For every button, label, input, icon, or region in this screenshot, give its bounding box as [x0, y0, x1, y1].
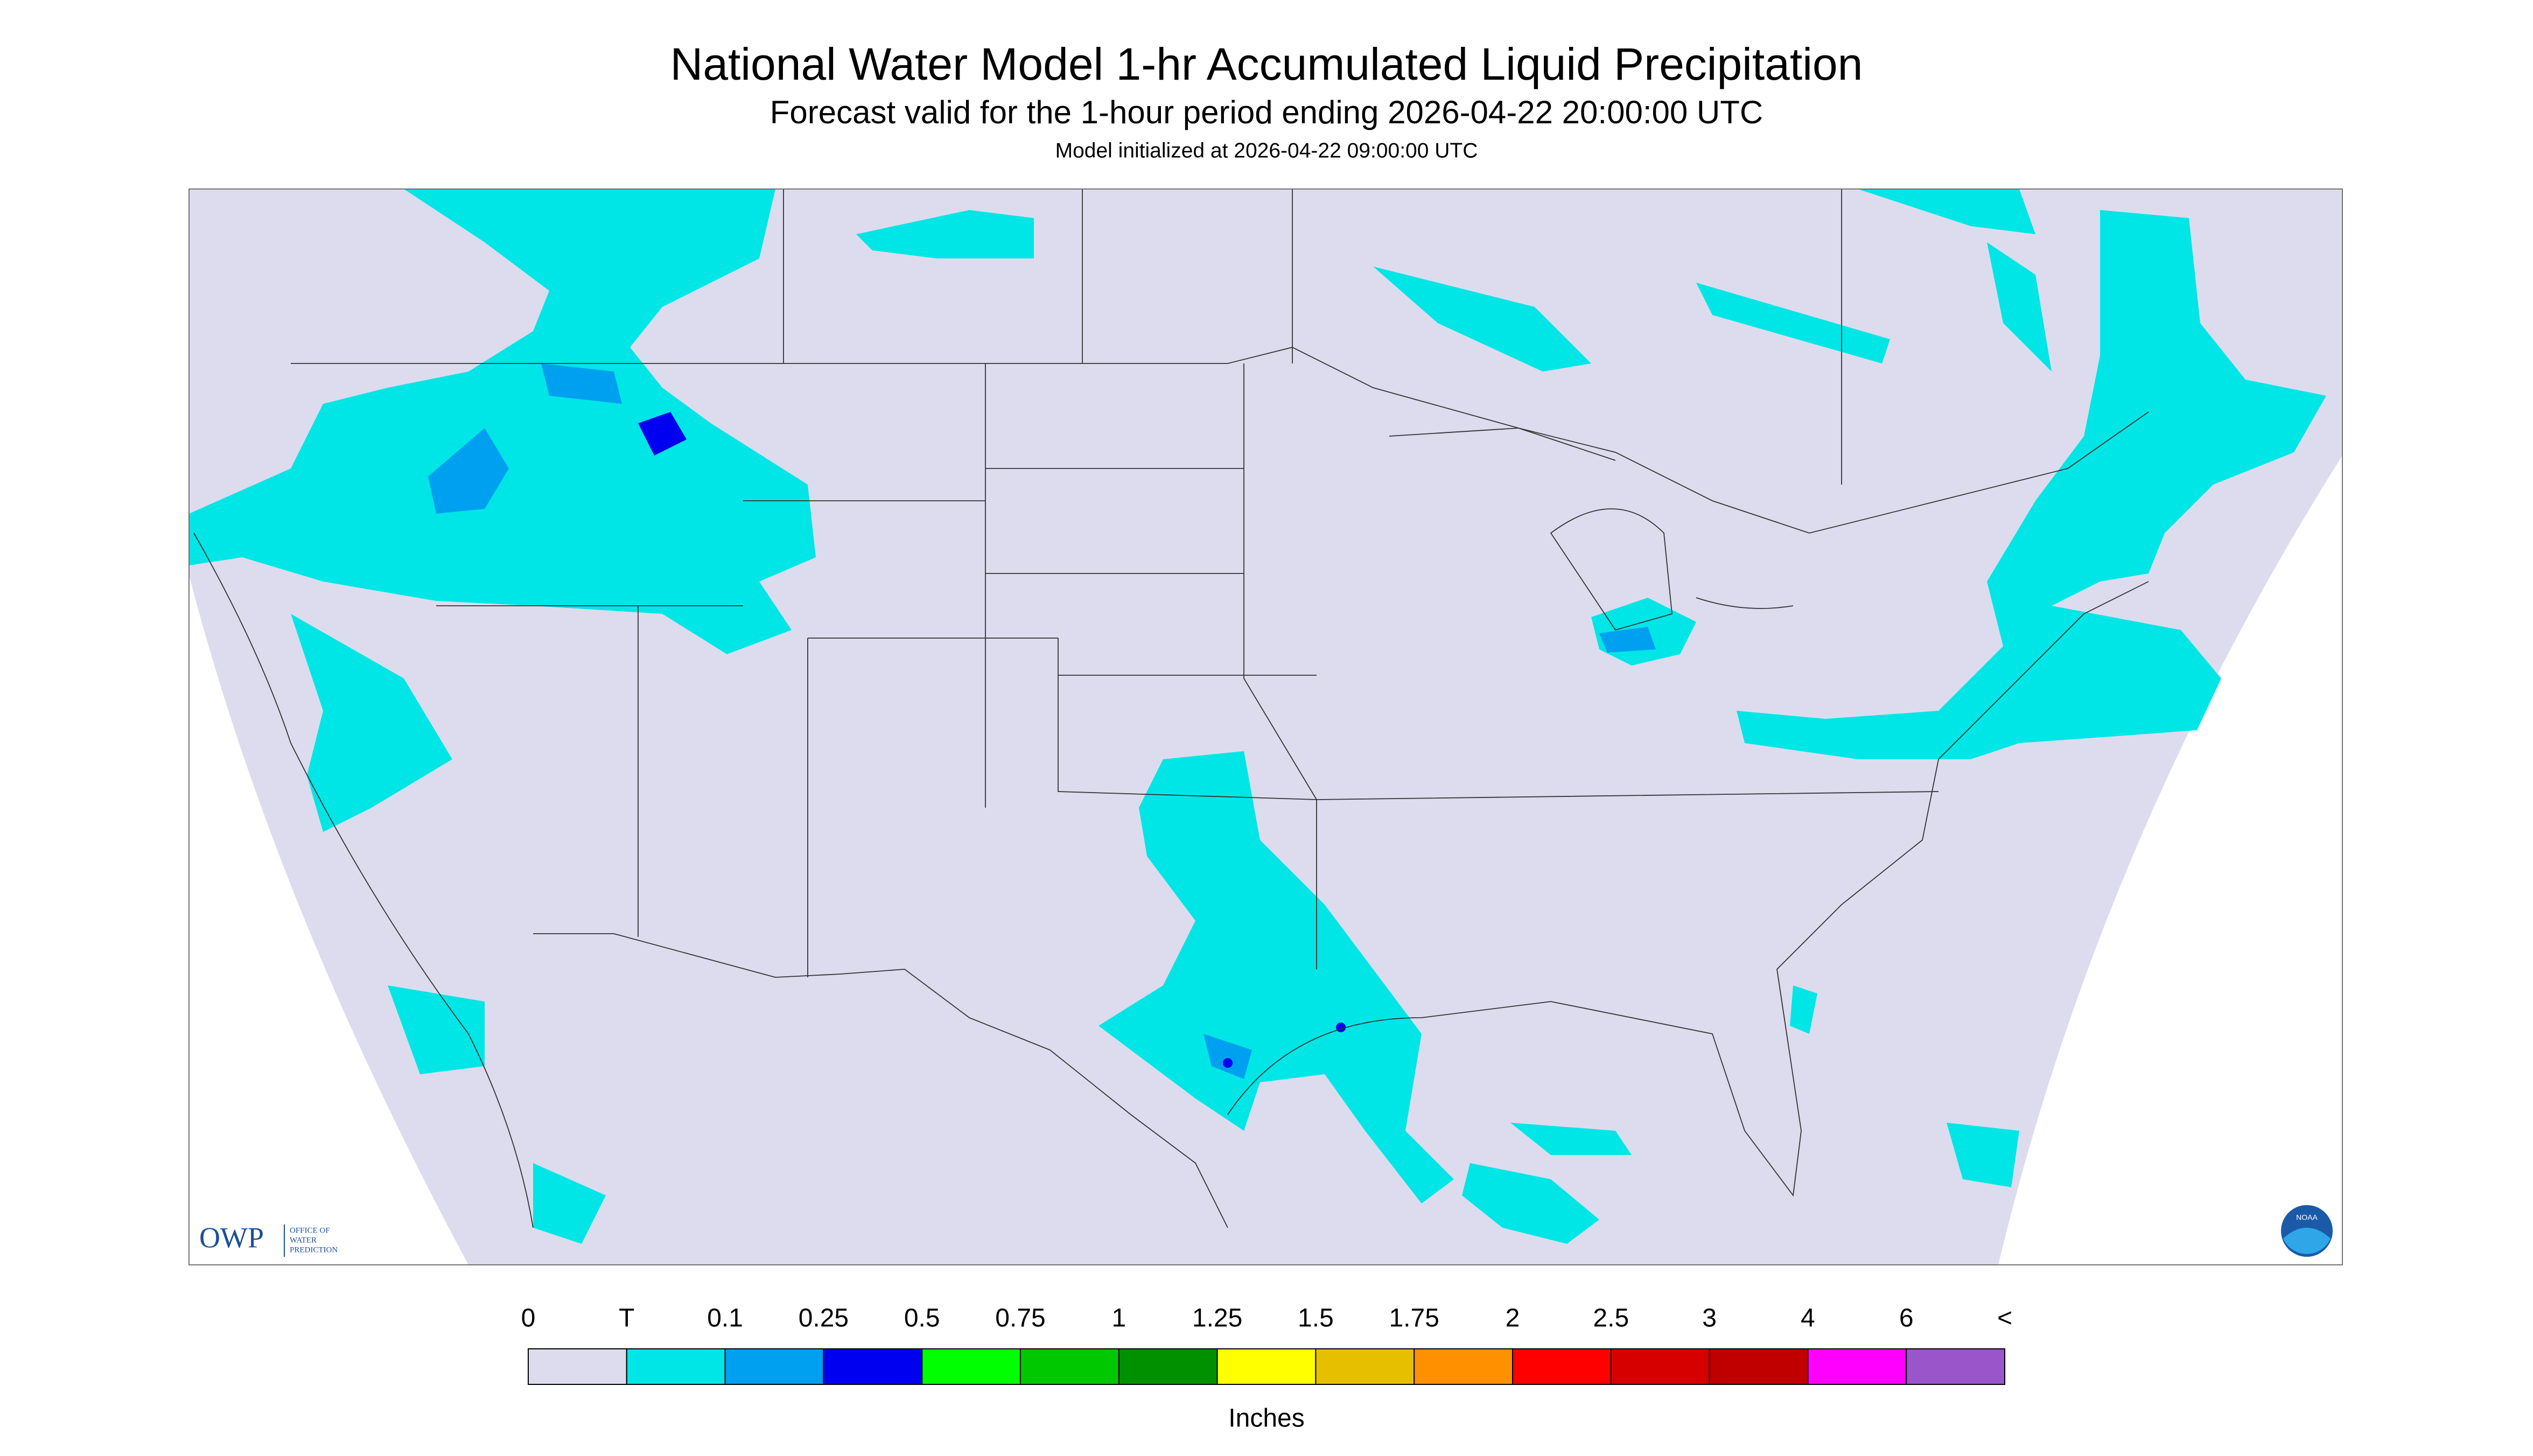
legend-tick: 1.5	[1298, 1304, 1334, 1333]
precip-area	[1790, 985, 1817, 1034]
border	[533, 933, 1228, 1228]
moderate-precip	[428, 363, 1656, 1079]
precip-area	[1462, 1163, 1599, 1244]
legend-tick: 2	[1506, 1304, 1520, 1333]
boundaries	[193, 189, 2149, 1228]
legend-tick: 2.5	[1593, 1304, 1629, 1333]
legend-swatch	[1807, 1348, 1907, 1385]
legend-swatch	[1216, 1348, 1317, 1385]
legend-tick: 0.1	[707, 1304, 743, 1333]
legend-tick: 6	[1899, 1304, 1914, 1333]
legend-swatch	[1118, 1348, 1218, 1385]
precip-area	[1987, 242, 2052, 372]
precip-core	[428, 428, 509, 514]
title: National Water Model 1-hr Accumulated Li…	[670, 39, 1863, 89]
legend-unit: Inches	[1228, 1404, 1304, 1433]
logo-name: PREDICTION	[290, 1245, 338, 1254]
precip-core	[541, 363, 622, 404]
legend-tick: 0.75	[995, 1304, 1045, 1333]
legend-swatch	[1709, 1348, 1809, 1385]
init-time: Model initialized at 2026-04-22 09:00:00…	[1055, 139, 1478, 162]
legend-tick: 3	[1702, 1304, 1717, 1333]
border	[291, 347, 2149, 534]
legend-tick: 1.25	[1192, 1304, 1242, 1333]
legend: 0 T 0.1 0.25 0.5 0.75 1 1.25 1.5 1.75 2 2.5 3 4 6 <	[521, 1304, 2012, 1385]
precip-area	[1858, 189, 2035, 234]
legend-tick: T	[619, 1304, 634, 1333]
subtitle: Forecast valid for the 1-hour period end…	[770, 94, 1763, 130]
coastline	[1227, 581, 2149, 1197]
precip-area	[533, 1163, 606, 1244]
logo-name: WATER	[290, 1236, 317, 1244]
coastline	[193, 533, 534, 1228]
legend-tick: 0.5	[904, 1304, 940, 1333]
precip-area	[1947, 1123, 2019, 1187]
map-frame	[188, 188, 2343, 1265]
border	[783, 189, 1842, 485]
map	[188, 188, 2343, 1265]
noaa-wave	[2283, 1228, 2331, 1254]
logo-name: OFFICE OF	[290, 1226, 330, 1235]
legend-tick: 0.25	[799, 1304, 849, 1333]
legend-tick: 1	[1111, 1304, 1126, 1333]
precip-core	[1336, 1023, 1346, 1032]
legend-tick: 1.75	[1389, 1304, 1439, 1333]
legend-swatch	[1315, 1348, 1415, 1385]
border	[436, 363, 1939, 977]
precip-core	[638, 412, 687, 456]
heavy-precip	[638, 412, 1346, 1068]
precip-area	[1098, 751, 1454, 1203]
legend-swatch	[1020, 1348, 1119, 1385]
precip-area	[1373, 267, 1591, 372]
legend-swatch	[823, 1348, 923, 1385]
precip-area	[388, 985, 485, 1074]
legend-swatch	[1906, 1348, 2005, 1385]
precip-area	[1510, 1123, 1632, 1155]
legend-swatch	[528, 1348, 627, 1385]
precip-area	[189, 189, 816, 654]
legend-swatch	[1610, 1348, 1710, 1385]
legend-tick: 0	[521, 1304, 536, 1333]
logo-abbr: OWP	[199, 1221, 264, 1254]
legend-swatch	[921, 1348, 1021, 1385]
legend-swatch	[1512, 1348, 1612, 1385]
coastline	[1389, 428, 1794, 631]
precip-core	[1599, 627, 1656, 653]
precip-area	[856, 210, 1034, 258]
precip-area	[291, 614, 452, 832]
noaa-text: NOAA	[2296, 1213, 2318, 1222]
legend-swatch	[1414, 1348, 1513, 1385]
precip-area	[1737, 210, 2326, 759]
legend-swatch	[724, 1348, 824, 1385]
precip-core	[1203, 1034, 1252, 1079]
precip-core	[1223, 1058, 1233, 1068]
legend-tick: 4	[1801, 1304, 1815, 1333]
legend-tick: <	[1997, 1304, 2012, 1333]
legend-swatch	[626, 1348, 726, 1385]
